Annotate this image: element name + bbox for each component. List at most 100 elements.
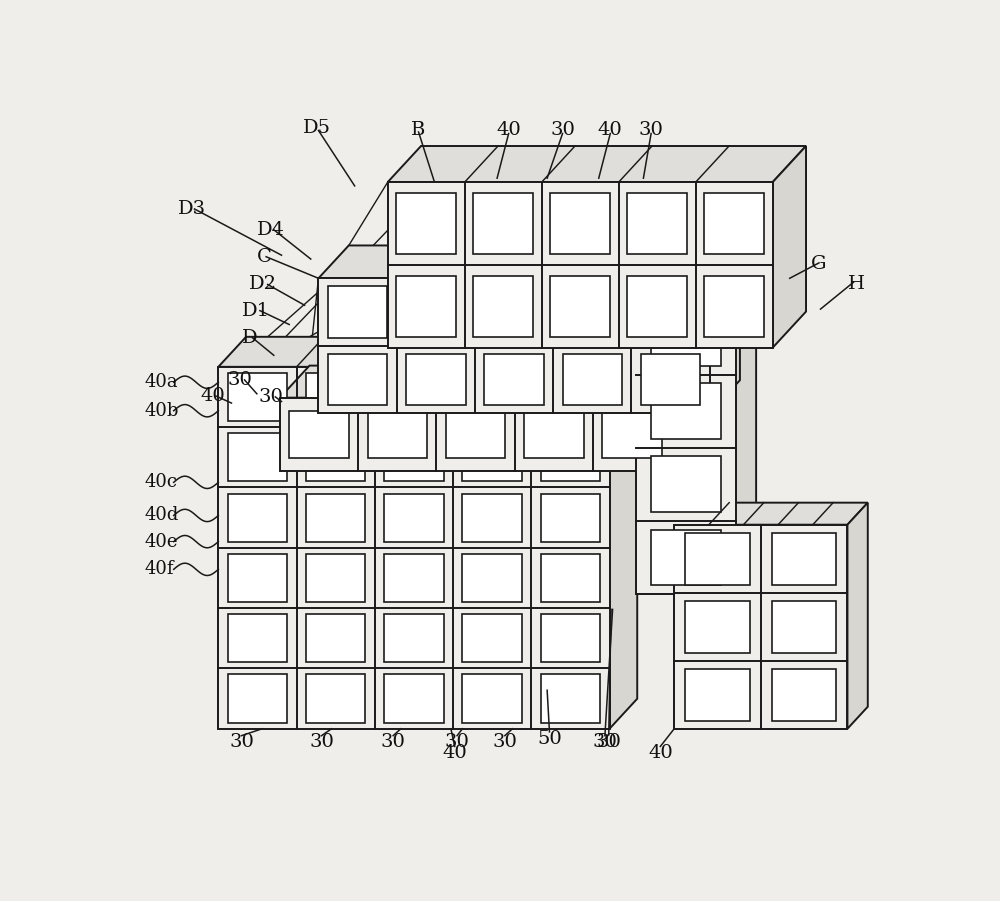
Text: 30: 30 xyxy=(309,733,334,751)
Text: 40d: 40d xyxy=(144,506,179,524)
Bar xyxy=(602,411,662,458)
Bar xyxy=(772,601,836,652)
Polygon shape xyxy=(636,206,756,228)
Bar xyxy=(541,373,600,421)
Polygon shape xyxy=(773,146,806,348)
Bar xyxy=(685,669,750,721)
Text: D1: D1 xyxy=(241,302,269,320)
Bar xyxy=(406,287,466,338)
Text: 50: 50 xyxy=(537,730,562,748)
Polygon shape xyxy=(847,503,868,729)
Bar xyxy=(384,554,444,602)
Bar xyxy=(563,354,622,405)
Text: 30: 30 xyxy=(592,733,617,751)
Text: 40e: 40e xyxy=(144,532,178,551)
Bar xyxy=(228,494,287,542)
Text: 30: 30 xyxy=(639,121,664,139)
Bar xyxy=(462,675,522,723)
Text: 40: 40 xyxy=(598,121,623,139)
Bar xyxy=(685,601,750,652)
Text: 30: 30 xyxy=(381,733,406,751)
Text: H: H xyxy=(847,276,864,294)
Bar xyxy=(651,237,721,293)
Bar xyxy=(674,524,847,729)
Text: 40a: 40a xyxy=(144,373,178,391)
Text: 40: 40 xyxy=(442,744,467,762)
Bar xyxy=(550,276,610,337)
Polygon shape xyxy=(218,337,637,367)
Bar xyxy=(550,193,610,254)
Text: G: G xyxy=(811,255,827,273)
Bar xyxy=(473,276,533,337)
Bar xyxy=(306,494,365,542)
Bar xyxy=(384,675,444,723)
Bar xyxy=(541,614,600,662)
Text: D3: D3 xyxy=(178,200,206,218)
Bar xyxy=(228,675,287,723)
Bar xyxy=(772,532,836,585)
Text: 30: 30 xyxy=(229,733,254,751)
Bar xyxy=(541,494,600,542)
Text: 40: 40 xyxy=(201,387,225,405)
Text: 30: 30 xyxy=(596,733,621,751)
Bar xyxy=(627,193,687,254)
Bar xyxy=(406,354,466,405)
Text: C: C xyxy=(257,248,272,266)
Bar xyxy=(524,411,584,458)
Bar xyxy=(473,193,533,254)
Text: 40: 40 xyxy=(648,744,673,762)
Bar xyxy=(541,554,600,602)
Bar xyxy=(384,494,444,542)
Polygon shape xyxy=(610,337,637,729)
Text: 30: 30 xyxy=(492,733,517,751)
Bar xyxy=(306,433,365,481)
Polygon shape xyxy=(671,366,701,471)
Text: 40b: 40b xyxy=(144,402,179,420)
Bar xyxy=(368,411,427,458)
Bar xyxy=(228,614,287,662)
Bar xyxy=(328,287,387,338)
Bar xyxy=(541,433,600,481)
Bar xyxy=(462,554,522,602)
Bar xyxy=(446,411,505,458)
Bar xyxy=(462,433,522,481)
Bar xyxy=(384,433,444,481)
Bar xyxy=(396,276,456,337)
Polygon shape xyxy=(674,503,868,524)
Bar xyxy=(685,532,750,585)
Bar xyxy=(306,614,365,662)
Bar xyxy=(396,193,456,254)
Bar xyxy=(636,228,736,594)
Bar xyxy=(328,354,387,405)
Bar xyxy=(772,669,836,721)
Bar xyxy=(289,411,349,458)
Bar xyxy=(704,276,764,337)
Bar xyxy=(651,383,721,439)
Bar xyxy=(484,354,544,405)
Bar xyxy=(384,373,444,421)
Bar xyxy=(462,494,522,542)
Bar xyxy=(388,182,773,348)
Bar xyxy=(228,433,287,481)
Bar xyxy=(306,554,365,602)
Polygon shape xyxy=(280,366,701,397)
Polygon shape xyxy=(710,245,740,413)
Bar xyxy=(462,614,522,662)
Bar xyxy=(641,287,700,338)
Bar xyxy=(462,373,522,421)
Text: D2: D2 xyxy=(249,276,277,294)
Text: 30: 30 xyxy=(445,733,469,751)
Bar xyxy=(306,675,365,723)
Text: D: D xyxy=(241,329,257,347)
Bar xyxy=(218,367,610,729)
Text: B: B xyxy=(411,121,425,139)
Text: 30: 30 xyxy=(228,371,252,389)
Text: 30: 30 xyxy=(550,121,575,139)
Bar xyxy=(541,675,600,723)
Text: D4: D4 xyxy=(257,221,285,239)
Bar xyxy=(651,457,721,512)
Bar xyxy=(563,287,622,338)
Bar xyxy=(651,530,721,586)
Bar xyxy=(484,287,544,338)
Polygon shape xyxy=(736,206,756,594)
